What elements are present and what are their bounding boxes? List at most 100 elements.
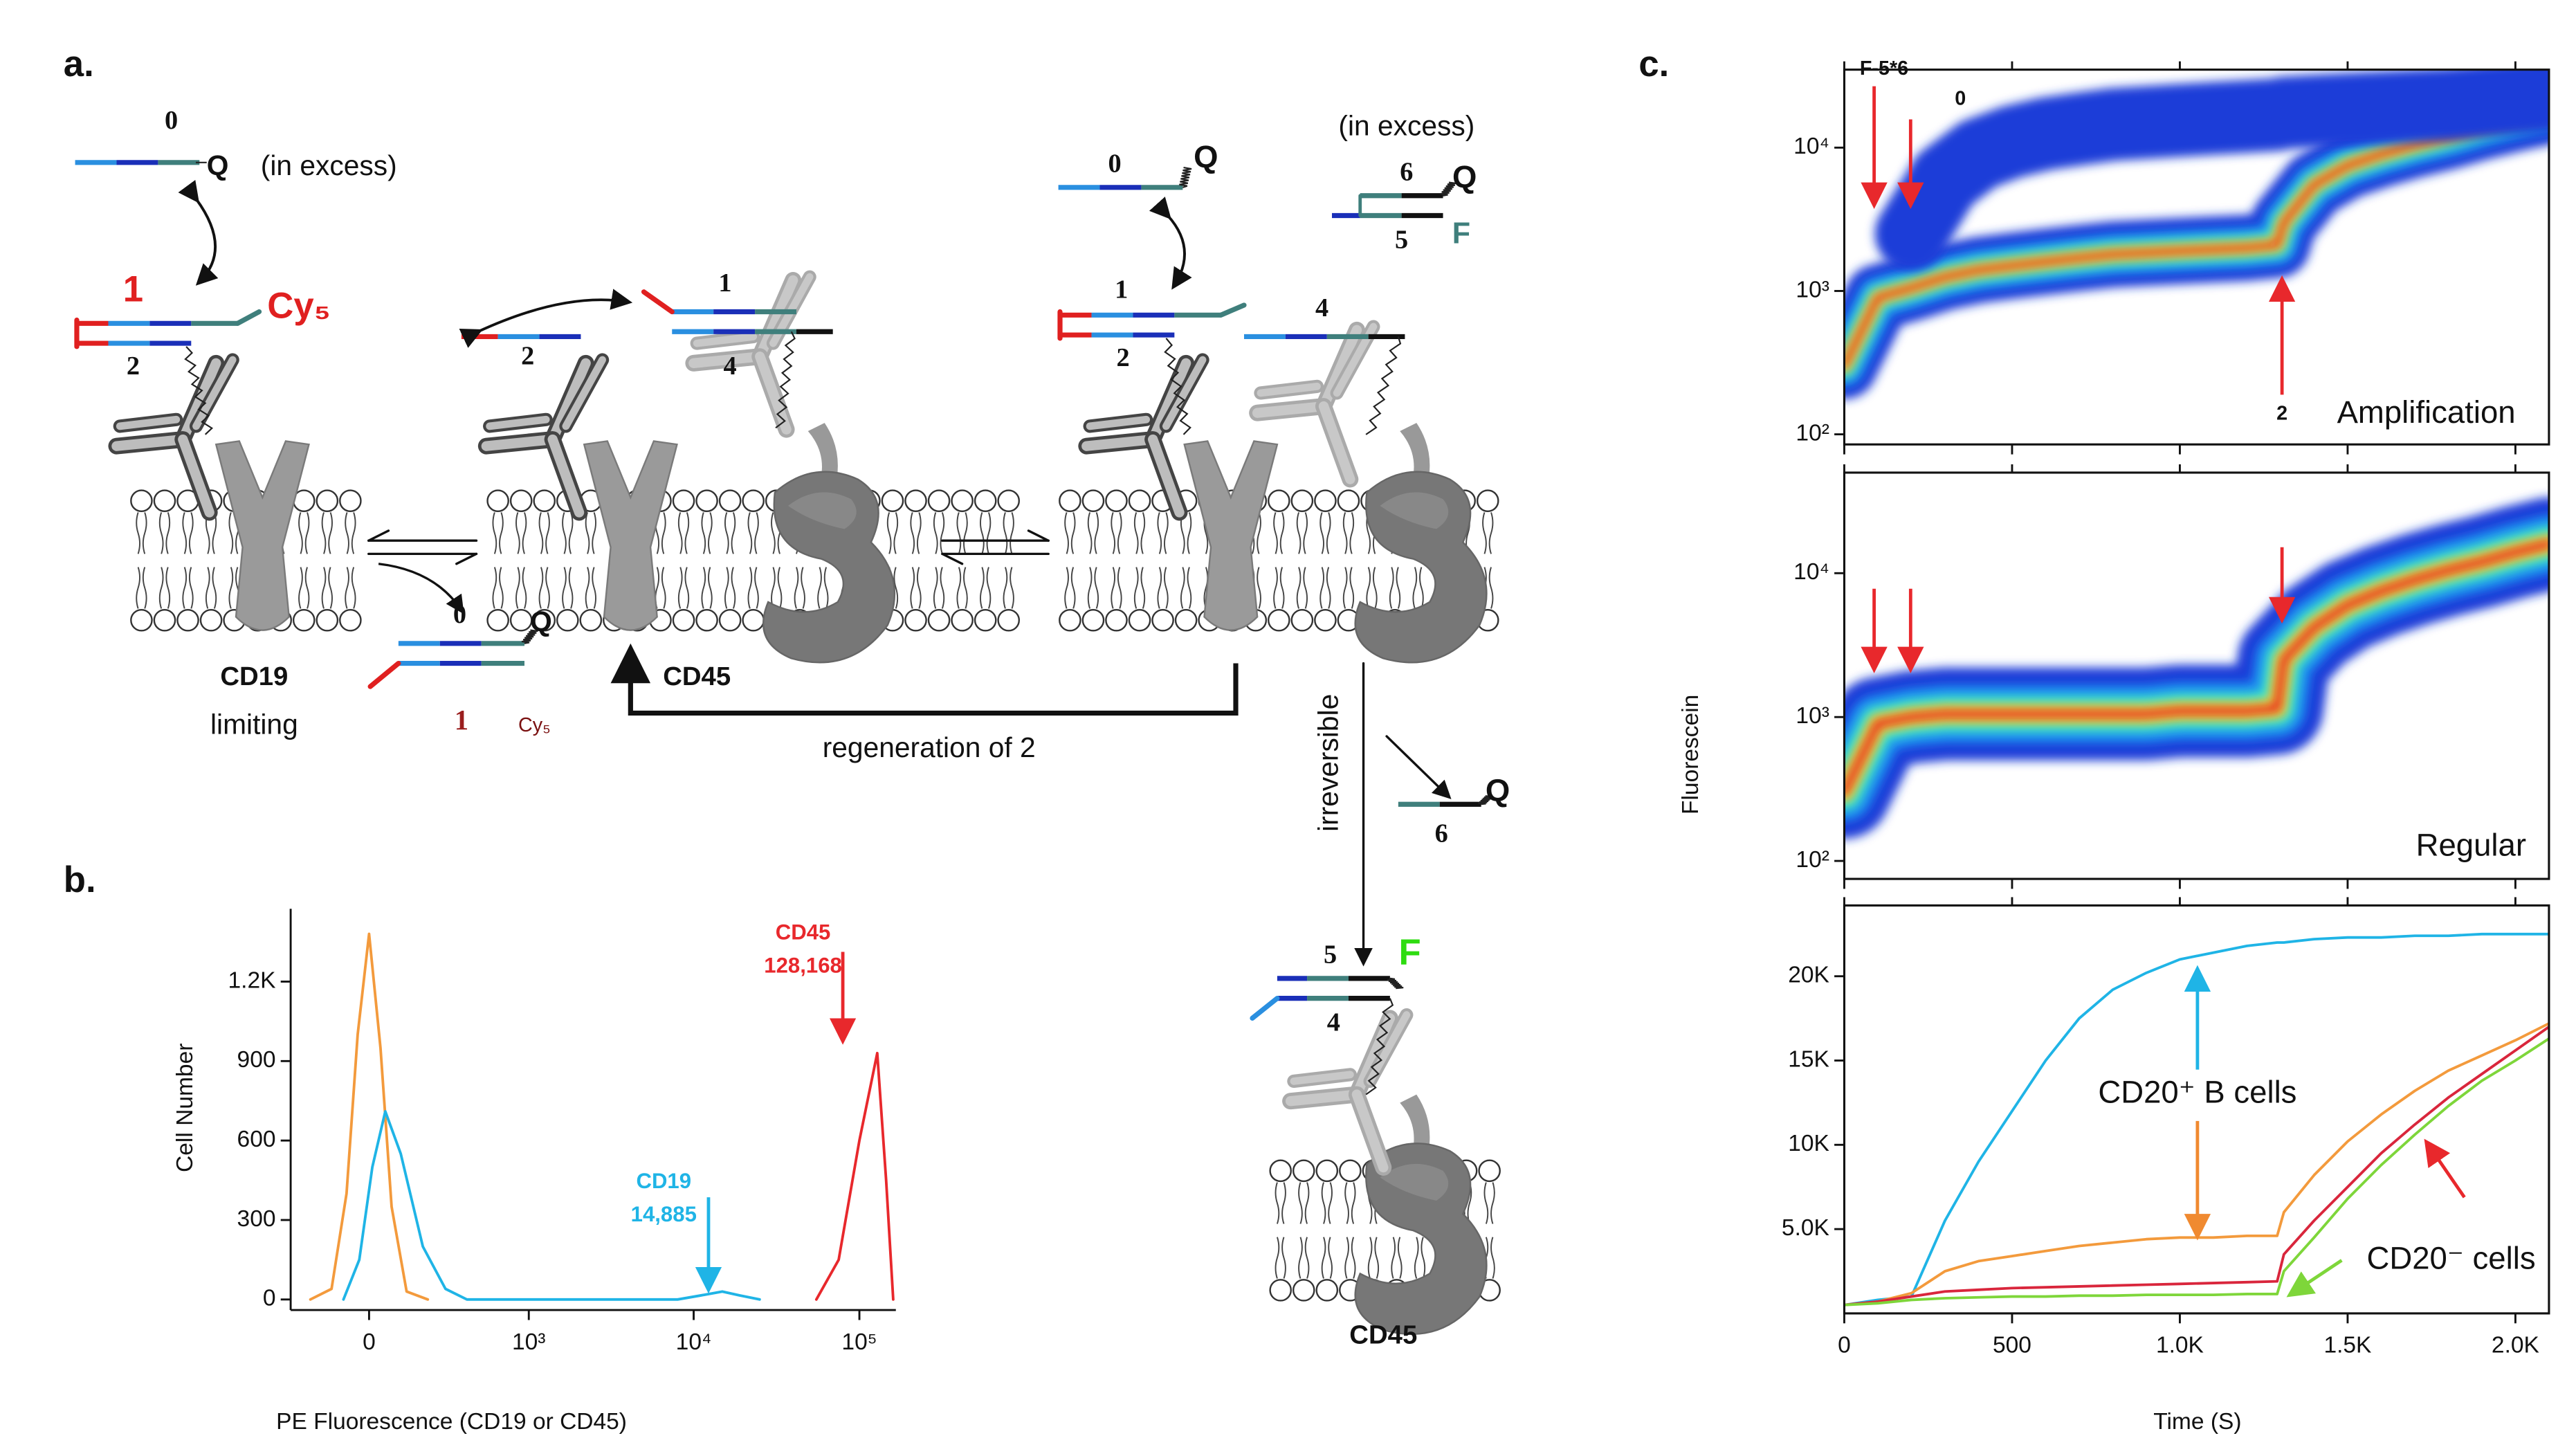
lipid-tail [1279, 567, 1285, 609]
line-shape [1318, 401, 1355, 484]
y-tick-label: 15K [1788, 1046, 1829, 1072]
cd19-protein [583, 440, 678, 631]
x-tick-label: 10⁵ [841, 1329, 877, 1355]
lipid-tail [1349, 512, 1355, 554]
annotation: 128,168 [764, 953, 842, 977]
diagram-label: F [1452, 217, 1470, 251]
diagram-label: F [1399, 932, 1421, 973]
annotation: CD20⁺ B cells [2098, 1075, 2296, 1110]
lipid-tail [708, 512, 713, 554]
lipid-tail [661, 567, 666, 609]
line-shape [693, 333, 758, 347]
lipid-tail [701, 512, 706, 554]
line-shape [1148, 358, 1191, 445]
lipid-tail [1003, 567, 1008, 609]
lipid-tail [228, 512, 234, 554]
lipid-tail [747, 567, 753, 609]
line-shape [1290, 1071, 1354, 1085]
lipid-head [1269, 1159, 1292, 1183]
lipid-head [556, 608, 579, 632]
line-shape [192, 356, 237, 430]
lipid-tail [963, 512, 968, 554]
lipid-head [974, 489, 997, 512]
panel-label: b. [64, 859, 96, 900]
cd19-protein [214, 440, 310, 631]
lipid-tail [677, 567, 683, 609]
lipid-tail [545, 567, 550, 609]
x-tick-label: 10³ [512, 1329, 545, 1355]
diagram-label: 1 [123, 269, 143, 310]
lipid-tail [562, 512, 567, 554]
lipid-tail [158, 567, 164, 609]
lipid-head [1339, 1159, 1362, 1183]
lipid-tail [545, 512, 550, 554]
lipid-head [292, 608, 316, 632]
lipid-tail [1344, 1182, 1349, 1224]
lipid-head [486, 489, 509, 512]
annotation: F-5*6 [1860, 57, 1908, 80]
line-shape [1257, 382, 1321, 397]
tether [1365, 336, 1402, 435]
lipid-tail [1303, 512, 1308, 554]
panel-label: c. [1638, 44, 1669, 84]
lipid-tail [165, 567, 171, 609]
data-line [814, 1051, 895, 1301]
lipid-tail [1187, 567, 1192, 609]
lipid-tail [1328, 1182, 1333, 1224]
lipid-tail [1351, 1237, 1356, 1279]
y-tick-label: 10³ [1796, 277, 1829, 302]
lipid-tail [910, 512, 915, 554]
x-axis-label: PE Fluorescence (CD19 or CD45) [276, 1409, 627, 1435]
lipid-tail [321, 512, 327, 554]
lipid-tail [1372, 567, 1378, 609]
lipid-head [509, 489, 533, 512]
lipid-tail [182, 567, 188, 609]
lipid-head [904, 608, 927, 632]
line-shape [116, 415, 181, 430]
line-shape [111, 434, 188, 451]
lipid-tail [1087, 512, 1093, 554]
lipid-tail [328, 567, 333, 609]
cd19-protein [1183, 440, 1279, 631]
lipid-tail [956, 567, 962, 609]
lipid-head [579, 608, 603, 632]
annotation: CD20⁻ cells [2366, 1240, 2535, 1275]
lipid-tail [1319, 512, 1324, 554]
lipid-tail [677, 512, 683, 554]
lipid-tail [1111, 512, 1116, 554]
diagram-label: Cy₅ [518, 714, 551, 736]
lipid-tail [142, 567, 147, 609]
lipid-tail [351, 567, 356, 609]
panel-label: a. [64, 44, 94, 84]
lipid-tail [724, 512, 729, 554]
lipid-tail [1326, 567, 1331, 609]
lipid-head [486, 608, 509, 632]
lipid-tail [661, 512, 666, 554]
lipid-head [997, 489, 1021, 512]
lipid-tail [1304, 1237, 1310, 1279]
lipid-tail [1488, 567, 1494, 609]
tether [775, 331, 796, 429]
lipid-tail [1482, 512, 1487, 554]
lipid-tail [933, 512, 938, 554]
lipid-tail [986, 512, 992, 554]
lipid-tail [910, 567, 915, 609]
lipid-head [951, 608, 974, 632]
line-shape [235, 309, 262, 326]
diagram-label: 2 [1116, 343, 1129, 372]
lipid-head [927, 489, 951, 512]
annotation: 14,885 [631, 1202, 697, 1226]
diagram-label: 0 [1108, 149, 1121, 178]
lipid-tail [1367, 1237, 1373, 1279]
line-shape [1351, 1089, 1389, 1173]
line-shape [755, 352, 792, 435]
diagram-label: Q [207, 149, 229, 181]
arrow [378, 563, 464, 615]
lipid-tail [754, 512, 759, 554]
lipid-tail [515, 512, 520, 554]
lipid-head [1151, 608, 1174, 632]
lipid-tail [708, 567, 713, 609]
lipid-head [1268, 489, 1290, 512]
tether [1387, 977, 1404, 990]
